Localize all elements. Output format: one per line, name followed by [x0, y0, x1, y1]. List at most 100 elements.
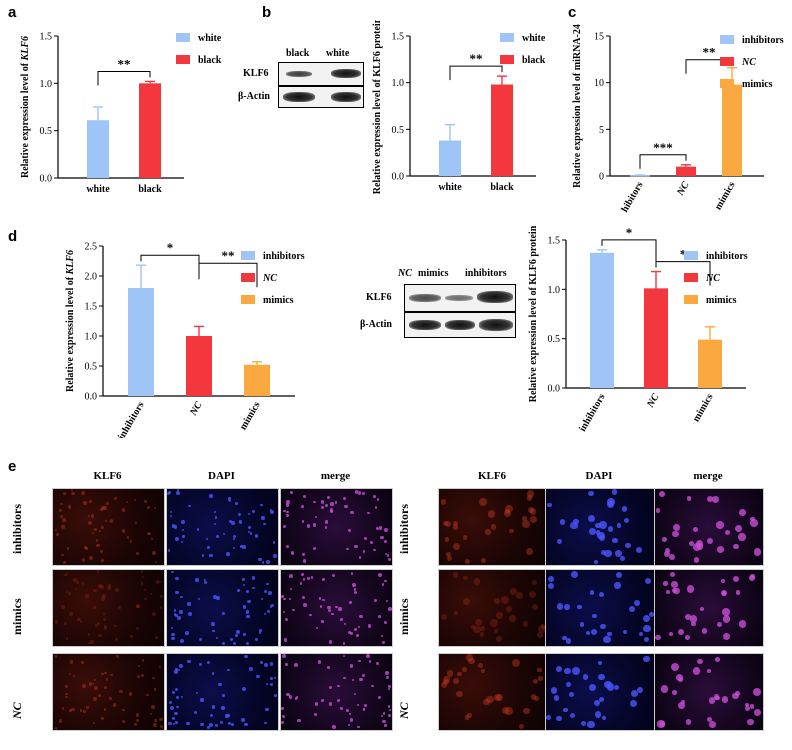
cell-nucleus	[135, 626, 140, 631]
cell-nucleus	[62, 518, 66, 522]
cell-nucleus	[175, 576, 179, 581]
cell-nucleus	[61, 605, 65, 609]
cell-nucleus	[261, 561, 264, 564]
cell-nucleus	[635, 547, 643, 554]
cell-nucleus	[505, 508, 511, 515]
cell-nucleus	[180, 695, 183, 699]
fluorescence-column-label: DAPI	[208, 470, 235, 482]
cell-nucleus	[483, 698, 490, 706]
cell-nucleus	[745, 706, 751, 712]
cell-nucleus	[263, 522, 266, 526]
cell-nucleus	[103, 624, 106, 627]
cell-nucleus	[380, 535, 384, 540]
cell-nucleus	[569, 712, 576, 719]
cell-nucleus	[174, 711, 178, 716]
cell-nucleus	[564, 667, 571, 675]
cell-nucleus	[715, 695, 720, 701]
cell-nucleus	[446, 555, 453, 562]
cell-nucleus	[85, 547, 88, 550]
cell-nucleus	[186, 721, 190, 726]
cell-nucleus	[187, 612, 192, 617]
cell-nucleus	[177, 668, 181, 671]
cell-nucleus	[314, 515, 317, 518]
cell-nucleus	[270, 510, 275, 515]
cell-nucleus	[285, 618, 289, 622]
cell-nucleus	[375, 527, 380, 531]
cell-nucleus	[174, 688, 178, 692]
y-tick-label: 0.0	[85, 392, 98, 403]
cell-nucleus	[149, 592, 153, 595]
cell-nucleus	[100, 505, 105, 510]
cell-nucleus	[523, 707, 531, 715]
cell-nucleus	[380, 634, 384, 638]
cell-nucleus	[263, 612, 267, 616]
cell-nucleus	[133, 722, 138, 727]
cell-nucleus	[167, 492, 171, 496]
cell-nucleus	[233, 538, 236, 541]
cell-nucleus	[361, 673, 365, 678]
cell-nucleus	[269, 508, 273, 511]
cell-nucleus	[672, 690, 677, 695]
cell-nucleus	[577, 605, 582, 610]
bar-NC	[676, 166, 696, 176]
cell-nucleus	[240, 545, 243, 548]
cell-nucleus	[94, 685, 99, 690]
cell-nucleus	[350, 632, 354, 636]
blot-d-row-actin: β-Actin	[360, 319, 392, 330]
cell-nucleus	[587, 720, 595, 729]
cell-nucleus	[356, 704, 359, 707]
cell-nucleus	[150, 537, 153, 541]
cell-nucleus	[686, 719, 692, 725]
cell-nucleus	[732, 692, 739, 700]
cell-nucleus	[88, 682, 93, 686]
cell-nucleus	[181, 529, 184, 532]
cell-nucleus	[378, 696, 382, 700]
cell-nucleus	[462, 667, 467, 672]
bar-NC	[186, 336, 212, 396]
cell-nucleus	[88, 500, 92, 504]
cell-nucleus	[660, 685, 668, 693]
cell-nucleus	[173, 525, 178, 529]
cell-nucleus	[71, 491, 75, 496]
cell-nucleus	[442, 675, 451, 684]
cell-nucleus	[582, 673, 589, 680]
cell-nucleus	[107, 585, 112, 590]
cell-nucleus	[671, 581, 678, 588]
cell-nucleus	[318, 597, 321, 600]
cell-nucleus	[649, 611, 654, 617]
cell-nucleus	[69, 709, 72, 712]
legend-swatch	[720, 57, 734, 66]
cell-nucleus	[663, 581, 668, 586]
cell-nucleus	[354, 544, 358, 549]
cell-nucleus	[236, 630, 241, 635]
cell-nucleus	[281, 706, 285, 710]
cell-nucleus	[270, 683, 273, 686]
cell-nucleus	[159, 594, 163, 598]
cell-nucleus	[231, 723, 234, 726]
cell-nucleus	[452, 542, 461, 551]
cell-nucleus	[359, 677, 363, 682]
cell-nucleus	[532, 678, 538, 684]
y-tick-label: 15	[594, 32, 604, 43]
cell-nucleus	[109, 519, 114, 524]
cell-nucleus	[351, 572, 354, 575]
cell-nucleus	[329, 686, 333, 690]
cell-nucleus	[717, 546, 724, 554]
legend-entry: inhibitors	[742, 35, 784, 46]
cell-nucleus	[309, 613, 312, 617]
cell-nucleus	[658, 491, 665, 498]
cell-nucleus	[385, 670, 389, 675]
cell-nucleus	[593, 699, 600, 706]
fluorescence-tile	[280, 653, 393, 731]
band	[445, 295, 473, 301]
cell-nucleus	[630, 690, 638, 698]
cell-nucleus	[592, 613, 597, 619]
cell-nucleus	[169, 701, 173, 705]
significance-label: **	[222, 248, 235, 263]
cell-nucleus	[528, 506, 534, 513]
cell-nucleus	[289, 587, 292, 590]
cell-nucleus	[56, 533, 59, 536]
cell-nucleus	[321, 505, 325, 509]
cell-nucleus	[92, 605, 97, 610]
y-tick-label: 1.5	[85, 302, 98, 313]
